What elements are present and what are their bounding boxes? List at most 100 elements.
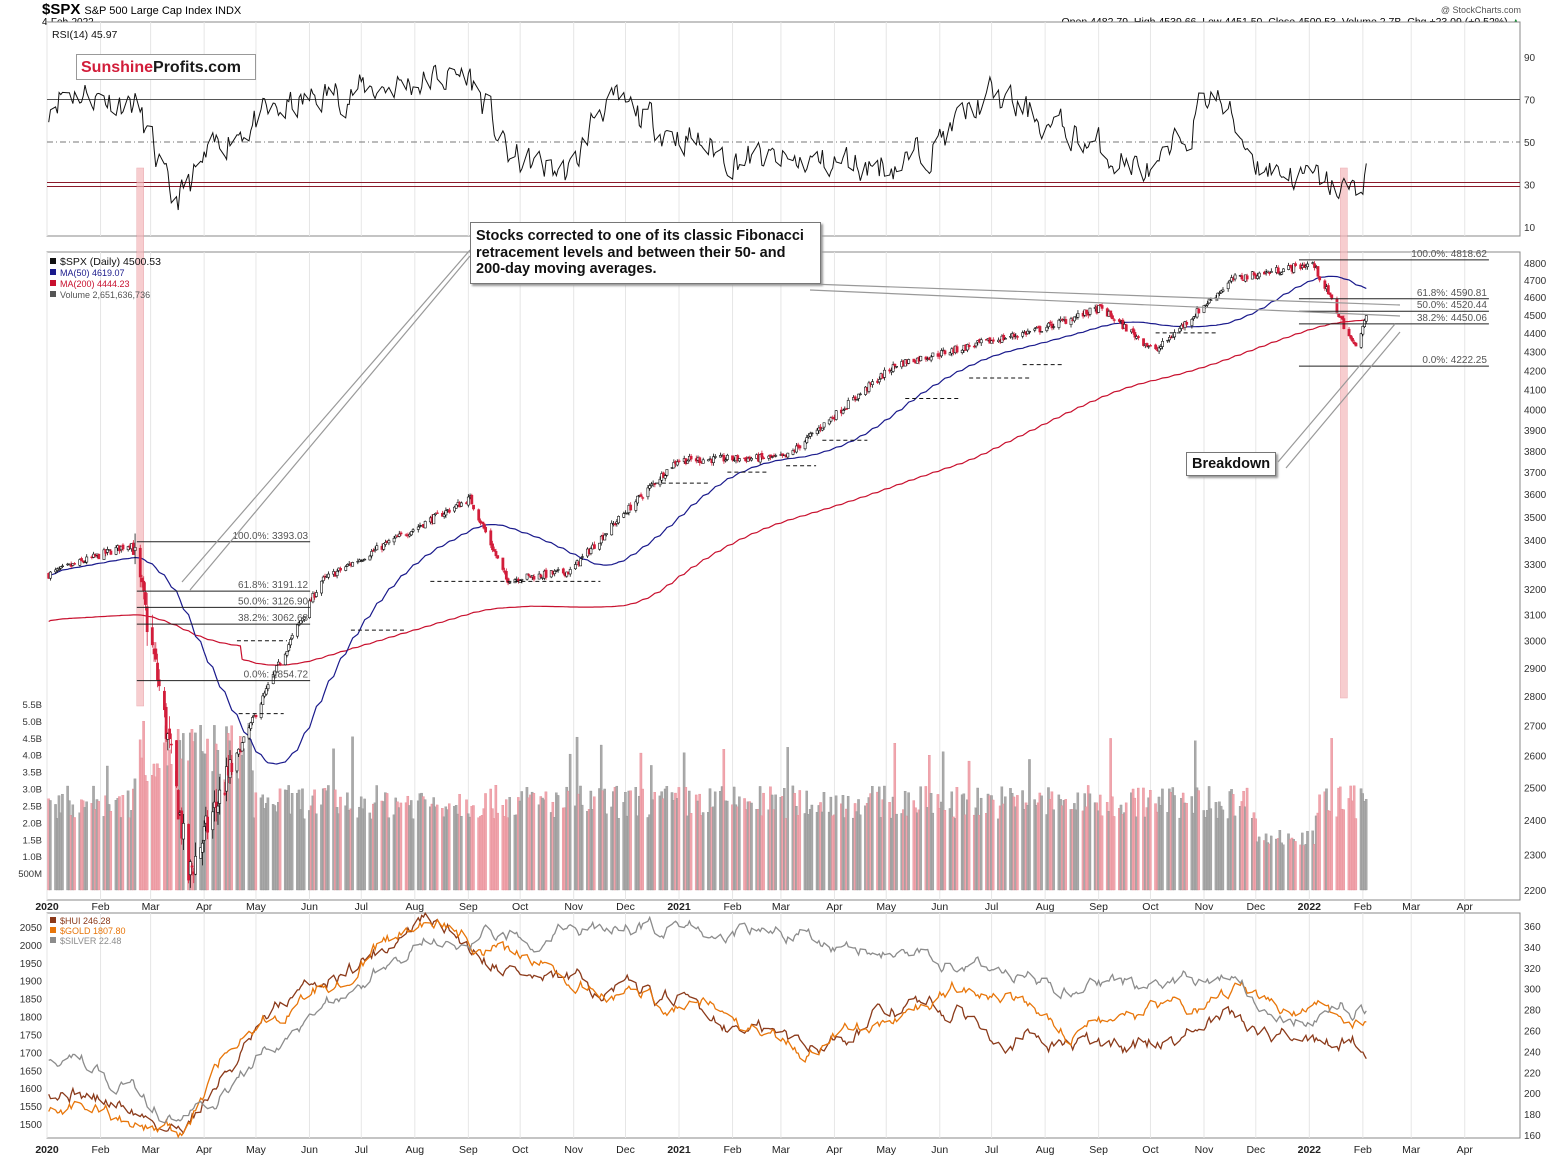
candle-body: [1069, 318, 1073, 325]
fib-label: 100.0%: 3393.03: [232, 531, 308, 542]
volume-bar: [375, 785, 378, 891]
candle-body: [589, 548, 593, 554]
price-y-tick: 2300: [1524, 850, 1547, 861]
rsi-y-tick: 30: [1524, 181, 1536, 192]
candle-body: [489, 530, 493, 546]
candle-body: [762, 457, 766, 459]
candle-body: [748, 456, 752, 460]
candle-body: [1085, 309, 1088, 315]
volume-bar: [955, 787, 959, 891]
candle-body: [460, 502, 463, 507]
candle-body: [190, 865, 194, 868]
candle-body: [758, 454, 762, 463]
volume-bar: [1137, 787, 1140, 891]
candle-body: [201, 842, 204, 853]
volume-bar: [109, 811, 113, 891]
rsi-y-tick: 10: [1524, 223, 1536, 234]
candle-body: [605, 533, 608, 535]
x-tick-label-price: Nov: [564, 901, 583, 913]
candle-body: [477, 509, 481, 521]
volume-bar: [713, 791, 717, 891]
volume-bar: [846, 795, 850, 891]
candle-body: [907, 359, 911, 364]
candle-body: [321, 576, 325, 582]
candle-body: [249, 722, 253, 729]
candle-body: [57, 568, 61, 571]
candle-body: [156, 662, 159, 681]
candle-body: [289, 639, 292, 646]
candle-body: [636, 495, 639, 504]
volume-bar: [1173, 795, 1176, 891]
price-y-tick: 4000: [1524, 406, 1547, 417]
volume-bar: [97, 801, 100, 891]
rsi-y-tick: 70: [1524, 96, 1536, 107]
candle-body: [725, 454, 729, 460]
candle-body: [382, 543, 386, 550]
chart-title: $SPX S&P 500 Large Cap Index INDX: [42, 1, 241, 18]
volume-bar: [1052, 809, 1055, 891]
volume-bar: [544, 791, 548, 891]
x-tick-label-metals: Dec: [1246, 1144, 1265, 1156]
candle-body: [392, 537, 396, 543]
x-tick-label-price: Jun: [931, 901, 948, 913]
leader-line: [181, 249, 471, 583]
candle-body: [188, 861, 192, 876]
metal-legend-swatch: [50, 937, 56, 943]
volume-bar: [677, 787, 681, 891]
candle-body: [1097, 305, 1101, 313]
volume-bar: [810, 804, 814, 891]
volume-bar: [834, 795, 838, 891]
candle-body: [370, 551, 374, 557]
candle-body: [1124, 324, 1128, 332]
candle-body: [1287, 265, 1291, 270]
candle-body: [579, 558, 582, 567]
candle-body: [434, 513, 437, 515]
fib-label: 50.0%: 4520.44: [1417, 300, 1487, 311]
volume-bar: [774, 794, 777, 891]
candle-body: [140, 577, 144, 583]
candle-body: [506, 578, 510, 584]
candle-body: [169, 743, 173, 746]
candle-body: [1021, 332, 1025, 337]
candle-body: [798, 445, 802, 449]
leader-line: [1277, 323, 1396, 463]
volume-bar: [629, 790, 632, 891]
exchange: INDX: [214, 5, 242, 17]
volume-bar: [169, 764, 173, 891]
metals-left-y-tick: 1750: [20, 1030, 43, 1041]
volume-bar: [363, 798, 366, 891]
candle-body: [712, 456, 715, 463]
candle-body: [864, 386, 867, 395]
metals-right-y-tick: 300: [1524, 985, 1541, 996]
volume-bar: [895, 813, 898, 891]
candle-body: [1088, 307, 1092, 315]
candle-body: [1050, 323, 1054, 329]
volume-bar: [1197, 790, 1200, 891]
candle-body: [724, 459, 728, 462]
candle-body: [1136, 336, 1140, 339]
volume-bar: [1100, 815, 1104, 891]
price-y-tick: 2600: [1524, 752, 1547, 763]
x-tick-label-metals: Jul: [355, 1144, 368, 1156]
candle-body: [855, 399, 859, 401]
candle-body: [242, 736, 246, 743]
candle-body: [106, 549, 109, 553]
volume-bar: [508, 797, 511, 891]
volume-bar: [641, 788, 644, 891]
candle-body: [1028, 331, 1031, 333]
volume-bar: [653, 791, 656, 891]
candle-body: [61, 565, 64, 568]
x-tick-label-metals: Feb: [91, 1144, 109, 1156]
candle-body: [492, 549, 496, 552]
x-tick-label-metals: Nov: [1195, 1144, 1214, 1156]
candle-body: [815, 429, 819, 434]
volume-y-tick: 4.0B: [22, 751, 42, 762]
volume-y-tick: 3.0B: [22, 785, 42, 796]
candle-body: [211, 811, 215, 831]
candle-body: [1313, 263, 1316, 268]
candle-body: [1282, 268, 1285, 273]
volume-bar: [871, 786, 874, 891]
candle-body: [1016, 336, 1019, 338]
candle-body: [1178, 328, 1182, 332]
annotation-breakdown: Breakdown: [1186, 452, 1277, 476]
